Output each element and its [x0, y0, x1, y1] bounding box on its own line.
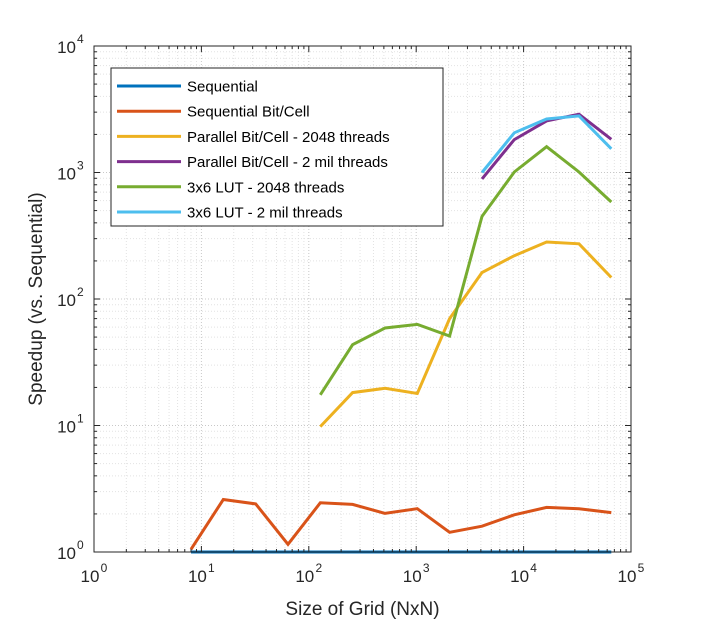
x-tick-label: 10 — [295, 567, 314, 586]
series-line-4 — [480, 112, 613, 180]
x-tick-label-exponent: 0 — [101, 561, 108, 575]
legend-label-2: Sequential Bit/Cell — [187, 104, 310, 121]
y-tick-label-exponent: 3 — [77, 159, 84, 173]
y-axis-label: Speedup (vs. Sequential) — [26, 192, 47, 405]
axis-ticks — [93, 45, 632, 553]
x-tick-label: 10 — [81, 567, 100, 586]
y-tick-label-exponent: 2 — [77, 285, 84, 299]
y-tick-label-exponent: 0 — [77, 538, 84, 552]
x-axis-label: Size of Grid (NxN) — [285, 599, 439, 620]
series-line-6 — [480, 114, 613, 174]
legend-label-1: Sequential — [187, 79, 258, 96]
x-tick-label: 10 — [618, 567, 637, 586]
x-tick-label: 10 — [510, 567, 529, 586]
legend-label-3: Parallel Bit/Cell - 2048 threads — [187, 129, 390, 146]
series-line-5 — [319, 144, 613, 396]
y-tick-label-exponent: 1 — [77, 412, 84, 426]
y-tick-label: 10 — [57, 544, 76, 563]
y-tick-label: 10 — [57, 291, 76, 310]
x-tick-labels: 10 0 10 1 10 2 10 3 10 4 10 5 — [81, 561, 645, 586]
legend-label-5: 3x6 LUT - 2048 threads — [187, 179, 344, 196]
legend: Sequential Sequential Bit/Cell Parallel Bi… — [110, 67, 444, 227]
x-tick-label-exponent: 1 — [208, 561, 215, 575]
legend-label-6: 3x6 LUT - 2 mil threads — [187, 205, 343, 222]
x-tick-label-exponent: 5 — [638, 561, 645, 575]
x-tick-label: 10 — [188, 567, 207, 586]
legend-box — [110, 67, 444, 227]
y-tick-label: 10 — [57, 38, 76, 57]
legend-label-4: Parallel Bit/Cell - 2 mil threads — [187, 154, 388, 171]
y-tick-label: 10 — [57, 418, 76, 437]
series-line-3 — [319, 240, 613, 428]
y-tick-label: 10 — [57, 165, 76, 184]
y-tick-label-exponent: 4 — [77, 32, 84, 46]
x-tick-label-exponent: 3 — [423, 561, 430, 575]
x-tick-label: 10 — [403, 567, 422, 586]
x-tick-label-exponent: 4 — [530, 561, 537, 575]
x-tick-label-exponent: 2 — [315, 561, 322, 575]
series-line-2 — [189, 497, 612, 551]
